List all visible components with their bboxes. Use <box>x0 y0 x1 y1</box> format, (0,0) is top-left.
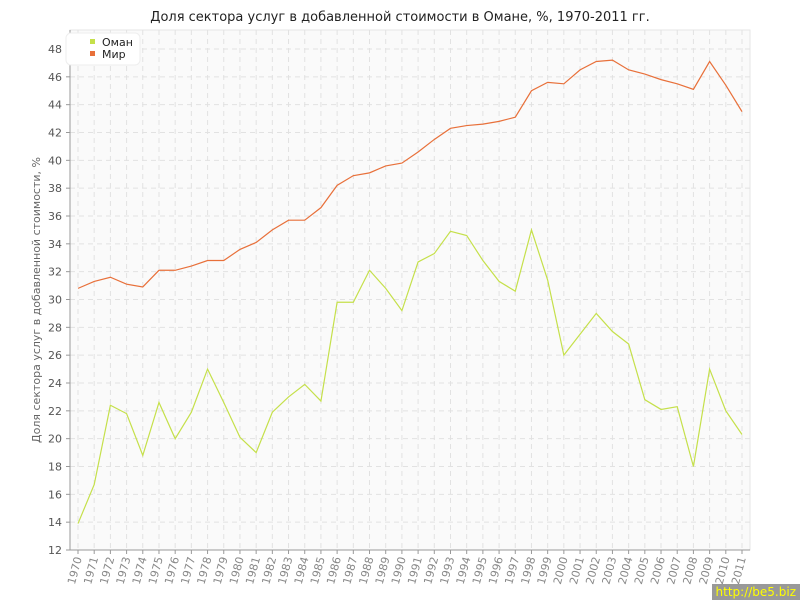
plot-area <box>69 29 751 551</box>
tick-label-y: 16 <box>48 488 62 501</box>
tick-label-y: 46 <box>48 71 62 84</box>
tick-label-y: 44 <box>48 99 62 112</box>
y-axis-label: Доля сектора услуг в добавленной стоимос… <box>30 157 43 443</box>
legend-marker <box>90 51 95 56</box>
legend-box <box>65 32 141 66</box>
tick-label-y: 34 <box>48 238 62 251</box>
tick-label-y: 36 <box>48 210 62 223</box>
tick-label-y: 40 <box>48 154 62 167</box>
tick-label-y: 38 <box>48 182 62 195</box>
tick-label-y: 48 <box>48 43 62 56</box>
series-line-world <box>77 59 743 289</box>
chart-title: Доля сектора услуг в добавленной стоимос… <box>150 10 650 25</box>
tick-label-y: 14 <box>48 516 62 529</box>
tick-label-y: 24 <box>48 377 62 390</box>
watermark[interactable]: http://be5.biz <box>711 584 800 600</box>
tick-label-y: 20 <box>48 433 62 446</box>
legend-marker <box>90 39 95 44</box>
legend-label: Оман <box>102 36 133 49</box>
tick-label-y: 30 <box>48 294 62 307</box>
tick-label-y: 26 <box>48 349 62 362</box>
series-line-oman <box>77 227 743 524</box>
tick-label-y: 12 <box>48 544 62 557</box>
legend-label: Мир <box>102 48 126 61</box>
tick-label-y: 18 <box>48 461 62 474</box>
tick-label-y: 32 <box>48 266 62 279</box>
tick-label-y: 22 <box>48 405 62 418</box>
tick-label-y: 42 <box>48 127 62 140</box>
tick-label-y: 28 <box>48 321 62 334</box>
